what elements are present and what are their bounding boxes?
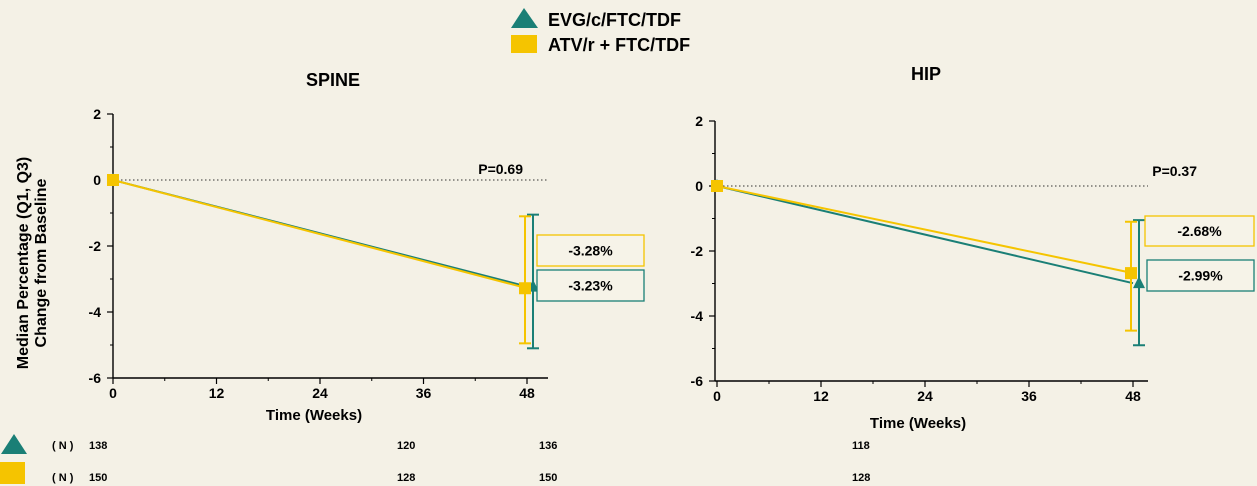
legend-label-evg: EVG/c/FTC/TDF <box>548 10 681 30</box>
n-value-spine-wk48: 120 <box>397 440 415 452</box>
legend-triangle-marker <box>511 8 538 28</box>
value-label: -3.23% <box>568 278 613 294</box>
value-label-box <box>536 234 645 267</box>
x-tick-label: 12 <box>209 385 225 401</box>
data-point-square <box>107 174 119 186</box>
value-label: -2.68% <box>1177 223 1222 239</box>
series-line <box>112 179 528 290</box>
x-tick-label: 48 <box>1125 388 1141 404</box>
y-tick-label: -6 <box>691 373 704 389</box>
p-value: P=0.37 <box>1152 163 1197 179</box>
n-row-label: ( N ) <box>52 440 74 452</box>
legend: EVG/c/FTC/TDF ATV/r + FTC/TDF <box>511 8 690 55</box>
n-value-hip-wk48: 128 <box>852 472 870 484</box>
value-label-box <box>1144 215 1255 247</box>
hip-chart: HIP Time (Weeks) P=0.37 2 0 -2 -4 -6 0 12 24 36 4… <box>691 64 1255 432</box>
x-tick-label: 36 <box>416 385 432 401</box>
x-axis-label: Time (Weeks) <box>870 415 966 432</box>
legend-label-atv: ATV/r + FTC/TDF <box>548 35 690 55</box>
series-line <box>716 185 1134 275</box>
y-tick-label: -6 <box>89 370 102 386</box>
x-tick-label: 24 <box>312 385 328 401</box>
chart-title: SPINE <box>306 70 360 90</box>
y-tick-label: 0 <box>93 172 101 188</box>
value-label-box <box>1146 259 1255 292</box>
n-value-hip-wk0: 136 <box>539 440 557 452</box>
chart-title: HIP <box>911 64 941 84</box>
n-value-hip-wk48: 118 <box>852 440 870 452</box>
x-tick-label: 48 <box>519 385 535 401</box>
p-value: P=0.69 <box>478 161 523 177</box>
n-row-triangle-icon <box>1 434 27 454</box>
x-tick-label: 24 <box>917 388 933 404</box>
value-label-box <box>536 269 645 302</box>
y-axis-label-line1: Median Percentage (Q1, Q3) <box>15 157 32 370</box>
y-tick-label: -2 <box>691 243 704 259</box>
y-tick-label: -4 <box>691 308 704 324</box>
x-tick-label: 0 <box>109 385 117 401</box>
spine-chart: SPINE Time (Weeks) P=0.69 2 0 -2 -4 -6 0 12 24 3… <box>89 70 645 424</box>
y-tick-label: 2 <box>93 106 101 122</box>
n-row-square-icon <box>0 462 25 484</box>
n-value-spine-wk0: 150 <box>89 472 107 484</box>
data-point-square <box>519 282 531 295</box>
y-axis-label-line2: Change from Baseline <box>33 178 50 347</box>
n-table: ( N ) 138 120 136 118 ( N ) 150 128 150 … <box>0 434 870 484</box>
value-label: -2.99% <box>1178 268 1223 284</box>
x-tick-label: 0 <box>713 388 721 404</box>
data-point-triangle <box>1133 276 1145 289</box>
value-label: -3.28% <box>568 243 613 259</box>
data-point-square <box>1125 267 1137 280</box>
y-tick-label: 2 <box>695 113 703 129</box>
n-value-spine-wk0: 138 <box>89 440 107 452</box>
y-tick-label: -2 <box>89 238 102 254</box>
n-value-hip-wk0: 150 <box>539 472 557 484</box>
data-point-square <box>711 180 723 192</box>
x-tick-label: 12 <box>813 388 829 404</box>
n-row-label: ( N ) <box>52 472 74 484</box>
x-axis-label: Time (Weeks) <box>266 407 362 424</box>
legend-square-marker <box>511 35 537 53</box>
y-tick-label: -4 <box>89 304 102 320</box>
series-line <box>716 185 1134 285</box>
x-tick-label: 36 <box>1021 388 1037 404</box>
n-value-spine-wk48: 128 <box>397 472 415 484</box>
y-tick-label: 0 <box>695 178 703 194</box>
